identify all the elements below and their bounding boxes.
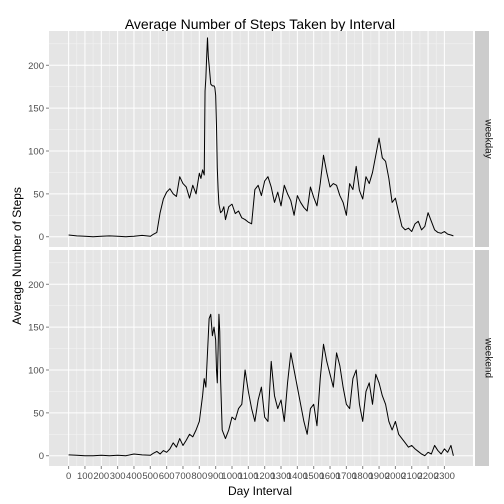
x-tick-label: 1700 [336,471,357,482]
y-tick-label: 0 [39,451,44,462]
chart-title: Average Number of Steps Taken by Interva… [125,16,395,32]
series-line-weekend [68,313,454,457]
x-tick-label: 2100 [401,471,422,482]
y-tick-label: 100 [28,366,44,377]
x-tick-label: 2000 [385,471,406,482]
x-tick-label: 1100 [238,471,258,482]
x-tick-label: 1000 [221,471,242,482]
x-tick-label: 300 [110,471,126,482]
series-line-weekday [68,37,454,238]
x-tick-label: 2300 [434,471,455,482]
x-tick-label: 400 [126,471,142,482]
x-tick-label: 2200 [417,471,438,482]
x-tick-label: 1200 [254,471,275,482]
panel-background [49,250,473,466]
x-tick-label: 1400 [287,471,308,482]
y-tick-label: 100 [28,147,44,158]
y-tick-label: 200 [28,61,44,72]
x-tick-label: 700 [175,471,191,482]
y-tick-label: 150 [28,104,44,115]
x-axis-title: Day Interval [228,484,292,498]
y-tick-label: 50 [33,408,44,419]
x-tick-label: 500 [142,471,158,482]
y-tick-label: 50 [33,189,44,200]
x-tick-label: 1500 [303,471,324,482]
x-tick-label: 0 [66,471,71,482]
panel-background [49,31,473,247]
y-axis-title: Average Number of Steps [10,187,24,325]
y-tick-label: 200 [28,280,44,291]
x-tick-label: 1900 [368,471,389,482]
facet-strip-label: weekend [483,337,494,378]
x-tick-label: 800 [191,471,207,482]
y-tick-label: 150 [28,323,44,334]
x-tick-label: 1600 [319,471,340,482]
facet-panel-weekday: 0 50 100 150 200 weekday [28,31,494,247]
x-tick-label: 600 [159,471,175,482]
y-tick-label: 0 [39,232,44,243]
x-tick-label: 1800 [352,471,373,482]
facet-strip-label: weekday [483,118,494,158]
facet-strip [475,250,489,466]
facet-strip [475,31,489,247]
x-tick-label: 1300 [270,471,291,482]
x-tick-label: 100 [77,471,93,482]
x-tick-label: 200 [93,471,109,482]
x-tick-label: 900 [208,471,224,482]
